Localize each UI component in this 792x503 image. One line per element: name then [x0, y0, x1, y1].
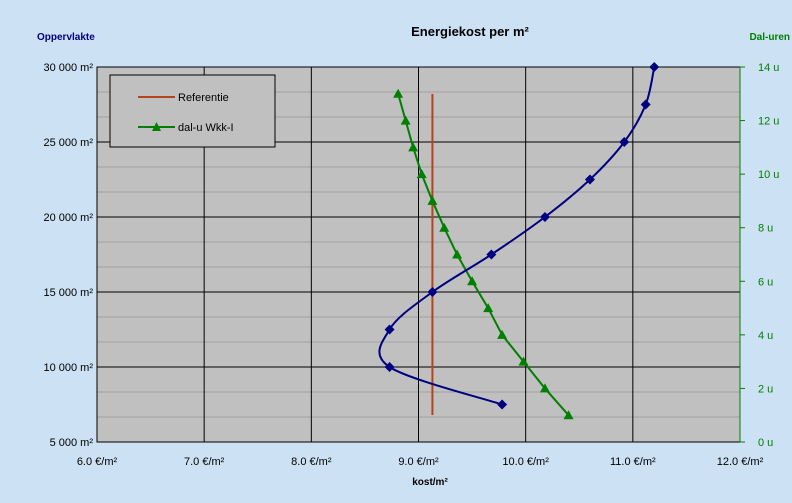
data-point-series-2 [486, 249, 497, 260]
y2-tick-label: 14 u [758, 62, 779, 74]
y2-tick-label: 8 u [758, 223, 773, 235]
data-point-dal-u-wkk-i [563, 410, 574, 420]
data-point-dal-u-wkk-i [518, 356, 529, 366]
data-point-dal-u-wkk-i [408, 142, 419, 152]
data-point-series-2 [619, 137, 630, 147]
data-point-dal-u-wkk-i [483, 303, 494, 313]
y2-tick-label: 10 u [758, 169, 779, 181]
data-point-dal-u-wkk-i [467, 276, 478, 286]
data-point-dal-u-wkk-i [416, 169, 427, 179]
data-point-series-2 [584, 174, 595, 185]
data-point-series-2 [384, 362, 395, 372]
x-tick-labels: 6.0 €/m² 7.0 €/m² 8.0 €/m² 9.0 €/m² 10.0 €/m… [77, 456, 764, 468]
chart-title: Energiekost per m² [411, 24, 529, 39]
legend-box [109, 74, 276, 148]
y-tick-label: 30 000 m² [43, 62, 93, 74]
data-point-series-2 [427, 287, 438, 297]
legend-label-referentie: Referentie [178, 92, 229, 104]
series-line-series-2 [378, 66, 656, 406]
data-point-dal-u-wkk-i [452, 249, 463, 259]
y2-tick-label: 6 u [758, 276, 773, 288]
right-axis-title: Dal-uren [749, 32, 790, 43]
data-point-series-2 [649, 62, 660, 72]
y2-tick-label: 0 u [758, 437, 773, 449]
x-tick-label: 6.0 €/m² [77, 456, 118, 468]
x-axis-title: kost/m² [412, 477, 448, 488]
x-tick-label: 9.0 €/m² [398, 456, 439, 468]
x-tick-label: 10.0 €/m² [502, 456, 549, 468]
data-point-dal-u-wkk-i [400, 115, 411, 125]
y-tick-label: 20 000 m² [43, 212, 93, 224]
y2-tick-label: 2 u [758, 383, 773, 395]
series-layer [378, 62, 660, 420]
x-tick-label: 8.0 €/m² [291, 456, 332, 468]
left-axis-title: Oppervlakte [37, 32, 95, 43]
data-point-dal-u-wkk-i [427, 195, 438, 205]
y2-tick-labels: 0 u 2 u 4 u 6 u 8 u 10 u 12 u 14 u [739, 62, 779, 449]
data-point-series-2 [497, 399, 508, 410]
y-tick-labels: 5 000 m² 10 000 m² 15 000 m² 20 000 m² 25 00… [43, 62, 93, 449]
legend-marker-dal-u [152, 122, 161, 131]
y-tick-label: 25 000 m² [43, 137, 93, 149]
legend-label-dal-u: dal-u Wkk-I [178, 122, 234, 134]
data-point-dal-u-wkk-i [497, 329, 508, 339]
x-tick-label: 12.0 €/m² [717, 456, 764, 468]
x-tick-label: 11.0 €/m² [610, 456, 656, 468]
data-point-series-2 [384, 324, 395, 335]
x-tick-label: 7.0 €/m² [184, 456, 225, 468]
data-point-series-2 [539, 212, 550, 222]
legend: Referentie dal-u Wkk-I [109, 74, 276, 148]
data-point-dal-u-wkk-i [393, 88, 404, 98]
data-point-dal-u-wkk-i [439, 222, 450, 232]
y2-tick-label: 12 u [758, 116, 779, 128]
y-tick-label: 5 000 m² [50, 437, 94, 449]
y2-tick-label: 4 u [758, 330, 773, 342]
data-point-dal-u-wkk-i [539, 383, 550, 393]
y-tick-label: 15 000 m² [43, 287, 93, 299]
data-point-series-2 [640, 99, 651, 110]
y-tick-label: 10 000 m² [43, 362, 93, 374]
